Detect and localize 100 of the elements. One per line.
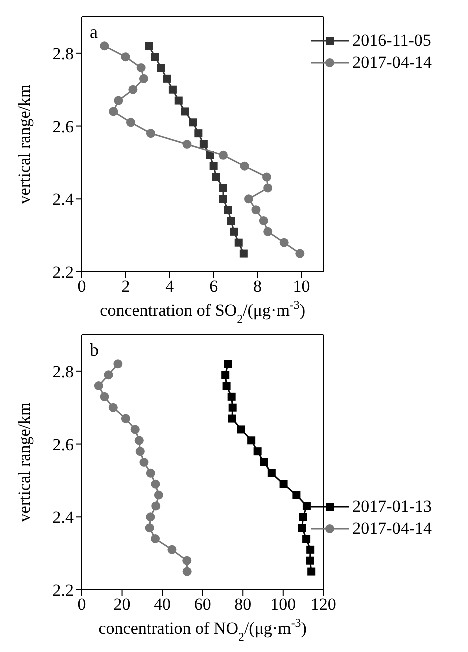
point xyxy=(151,53,160,62)
point xyxy=(114,96,124,106)
point xyxy=(100,392,110,402)
point xyxy=(219,195,228,204)
point xyxy=(224,360,232,368)
point xyxy=(154,490,164,500)
y-axis-title: vertical range/km xyxy=(15,84,34,204)
point xyxy=(210,162,218,170)
point xyxy=(302,535,311,543)
point xyxy=(182,567,192,576)
point xyxy=(134,436,144,446)
point xyxy=(268,469,276,478)
y-tick-label: 2.2 xyxy=(52,581,74,600)
point xyxy=(254,448,262,456)
point xyxy=(306,556,314,565)
x-tick-label: 0 xyxy=(78,595,86,614)
point xyxy=(163,74,172,83)
point xyxy=(194,130,203,138)
x-axis-title: concentration of SO$_{2}$/(μg·m$^{-3}$) xyxy=(100,298,306,326)
point xyxy=(146,129,156,138)
point xyxy=(264,227,273,236)
point xyxy=(108,403,118,412)
legend-label: 2017-04-14 xyxy=(352,52,432,74)
point xyxy=(126,118,136,128)
legend-label: 2017-04-14 xyxy=(352,518,432,540)
x-tick-label: 6 xyxy=(210,277,218,296)
point xyxy=(145,42,154,50)
point xyxy=(130,425,140,434)
legend-label: 2016-11-05 xyxy=(352,30,432,52)
point xyxy=(292,491,301,500)
y-tick-label: 2.6 xyxy=(52,117,74,136)
point xyxy=(182,556,192,566)
point xyxy=(145,524,154,533)
point xyxy=(227,217,236,225)
point xyxy=(240,162,250,171)
y-tick-label: 2.6 xyxy=(52,435,74,454)
point xyxy=(174,96,183,105)
x-tick-label: 0 xyxy=(78,277,86,296)
point xyxy=(224,206,232,214)
point xyxy=(280,238,289,248)
point xyxy=(139,74,148,84)
point xyxy=(228,392,236,401)
y-axis-title: vertical range/km xyxy=(15,402,34,522)
point xyxy=(168,545,177,554)
x-tick-label: 80 xyxy=(234,595,252,614)
point xyxy=(146,468,156,478)
point xyxy=(109,107,118,116)
point xyxy=(222,382,231,390)
point xyxy=(228,414,236,423)
point xyxy=(280,480,288,488)
point xyxy=(157,64,166,72)
point xyxy=(222,371,230,380)
point xyxy=(146,512,156,522)
point xyxy=(136,64,146,72)
point xyxy=(206,151,214,160)
annotation: b xyxy=(90,340,99,361)
point xyxy=(302,502,311,510)
point xyxy=(100,42,110,51)
point xyxy=(234,238,243,247)
x-tick-label: 40 xyxy=(154,595,172,614)
point xyxy=(140,458,149,467)
y-tick-label: 2.2 xyxy=(52,263,74,282)
x-axis-title: concentration of NO$_{2}$/(μg·m$^{-3}$) xyxy=(98,616,307,644)
x-tick-label: 2 xyxy=(122,277,130,296)
point xyxy=(151,534,160,544)
y-tick-label: 2.8 xyxy=(52,44,74,64)
point xyxy=(94,382,104,390)
point xyxy=(299,513,308,522)
point xyxy=(262,172,272,182)
point xyxy=(219,184,228,192)
point xyxy=(308,568,316,576)
x-tick-label: 10 xyxy=(293,277,310,296)
point xyxy=(128,85,138,94)
x-tick-label: 100 xyxy=(270,595,296,614)
point xyxy=(228,404,237,412)
point xyxy=(259,216,268,226)
point xyxy=(240,250,248,258)
point xyxy=(238,426,246,434)
point xyxy=(189,118,198,127)
x-tick-label: 20 xyxy=(114,595,131,614)
point xyxy=(182,140,192,149)
point xyxy=(264,184,273,193)
y-tick-label: 2.8 xyxy=(52,362,74,382)
y-tick-label: 2.4 xyxy=(52,190,74,210)
point xyxy=(181,108,190,116)
point xyxy=(212,173,220,182)
point xyxy=(260,458,268,466)
x-tick-label: 4 xyxy=(166,277,175,296)
point xyxy=(200,140,208,148)
point xyxy=(151,480,160,489)
point xyxy=(244,194,254,204)
point xyxy=(230,228,238,236)
point xyxy=(121,52,130,62)
point xyxy=(298,524,306,532)
point xyxy=(104,370,114,380)
point xyxy=(296,249,305,258)
legend-label: 2017-01-13 xyxy=(352,496,432,518)
point xyxy=(218,150,228,160)
point xyxy=(248,436,256,445)
annotation: a xyxy=(90,22,98,43)
